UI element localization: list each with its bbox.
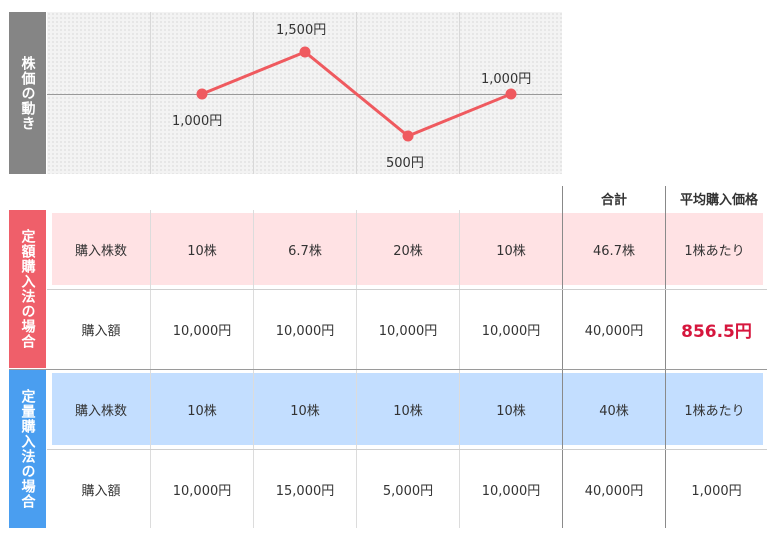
amount-cell: 10,000円 <box>481 483 541 499</box>
header-average-price: 平均購入価格 <box>679 192 758 208</box>
price-point <box>402 130 414 142</box>
header-total: 合計 <box>600 192 627 208</box>
amount-cell: 5,000円 <box>382 483 434 499</box>
chart-gridline <box>253 12 254 174</box>
amount-cell: 10,000円 <box>172 483 232 499</box>
shares-cell: 6.7株 <box>288 243 322 259</box>
amount-cell: 15,000円 <box>275 483 335 499</box>
fixed-amount-shares-band <box>52 213 763 285</box>
price-point <box>196 88 208 100</box>
header-divider <box>562 186 563 210</box>
section-divider <box>9 369 767 370</box>
fixed-quantity-side-label-text: 定量購入法の場合 <box>19 389 36 509</box>
shares-cell: 20株 <box>393 243 423 259</box>
chart-side-label-text: 株価の動き <box>19 55 36 131</box>
shares-cell: 10株 <box>187 403 217 419</box>
section-divider <box>47 449 767 450</box>
price-line <box>201 50 512 138</box>
chart-gridline <box>459 12 460 174</box>
row-label-amount: 購入額 <box>81 324 121 339</box>
chart-area <box>47 12 562 174</box>
amount-total: 40,000円 <box>584 324 644 339</box>
row-label-shares: 購入株数 <box>74 403 127 419</box>
price-chart <box>196 46 517 142</box>
amount-cell: 10,000円 <box>275 324 335 339</box>
shares-avg-label: 1株あたり <box>684 243 745 259</box>
amount-cell: 10,000円 <box>378 324 438 339</box>
fixed-quantity-side-label: 定量購入法の場合 <box>9 370 46 528</box>
fixed-quantity-shares-band <box>52 373 763 445</box>
price-label-4: 1,000円 <box>481 72 532 87</box>
price-label-1: 1,000円 <box>172 114 223 129</box>
shares-cell: 10株 <box>290 403 320 419</box>
price-label-2: 1,500円 <box>276 23 327 38</box>
shares-cell: 10株 <box>496 403 526 419</box>
amount-total: 40,000円 <box>584 483 644 499</box>
row-label-amount: 購入額 <box>81 483 121 499</box>
price-point <box>299 46 311 58</box>
shares-cell: 10株 <box>187 243 217 259</box>
row-label-shares: 購入株数 <box>74 243 127 259</box>
price-point <box>505 88 517 100</box>
fixed-amount-side-label-text: 定額購入法の場合 <box>19 229 36 349</box>
header-divider <box>665 186 666 210</box>
shares-cell: 10株 <box>393 403 423 419</box>
chart-baseline <box>47 94 562 95</box>
average-price-highlight: 856.5円 <box>681 322 752 342</box>
amount-cell: 10,000円 <box>172 324 232 339</box>
chart-gridline <box>150 12 151 174</box>
chart-side-label: 株価の動き <box>9 12 46 174</box>
shares-avg-label: 1株あたり <box>684 403 745 419</box>
shares-cell: 10株 <box>496 243 526 259</box>
average-price-value: 1,000円 <box>691 483 742 499</box>
fixed-amount-side-label: 定額購入法の場合 <box>9 210 46 368</box>
amount-cell: 10,000円 <box>481 324 541 339</box>
price-label-3: 500円 <box>386 156 424 171</box>
shares-total: 46.7株 <box>593 243 635 259</box>
shares-total: 40株 <box>599 403 629 419</box>
section-divider <box>47 289 767 290</box>
